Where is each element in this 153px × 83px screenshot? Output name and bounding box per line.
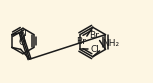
Text: Br: Br xyxy=(76,37,86,46)
Text: Br: Br xyxy=(89,31,99,40)
Text: O: O xyxy=(18,38,25,47)
Text: Cl: Cl xyxy=(91,45,100,54)
Text: NH₂: NH₂ xyxy=(103,39,120,48)
Text: N: N xyxy=(18,35,25,44)
Text: N: N xyxy=(20,29,26,38)
